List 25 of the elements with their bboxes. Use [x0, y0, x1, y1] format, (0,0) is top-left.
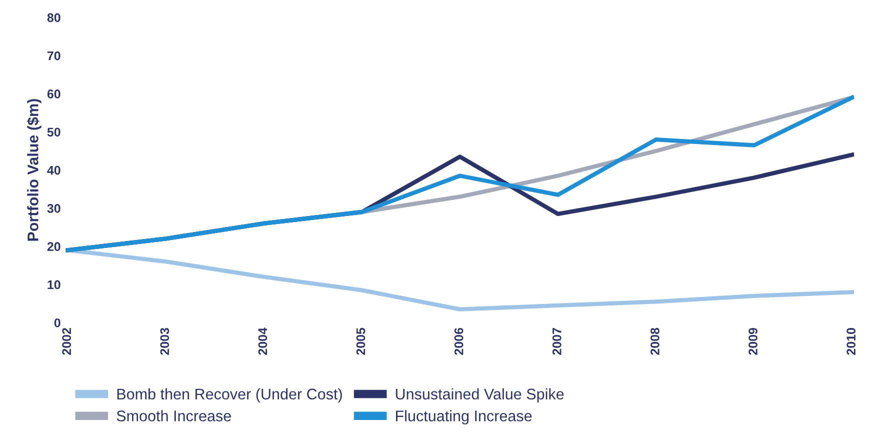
legend-label: Bomb then Recover (Under Cost) [117, 388, 342, 403]
line-series [66, 95, 854, 252]
y-tick-label: 70 [47, 51, 60, 60]
x-tick-label: 2007 [552, 328, 562, 355]
legend-label: Fluctuating Increase [396, 410, 532, 424]
x-tick-label: 2003 [160, 328, 170, 355]
y-tick-label: 80 [47, 13, 60, 22]
y-tick-label: 0 [54, 318, 60, 328]
y-tick-label: 60 [47, 90, 60, 98]
y-tick-label: 50 [47, 128, 60, 137]
y-tick-label: 20 [47, 242, 60, 251]
y-tick-label: 40 [47, 166, 60, 175]
x-tick-label: 2010 [846, 328, 856, 355]
line-series [66, 248, 854, 312]
y-axis-title: Portfolio Value ($m) [26, 99, 42, 241]
x-tick-label: 2004 [258, 328, 268, 355]
x-tick-label: 2005 [356, 328, 366, 355]
x-tick-label: 2009 [748, 328, 758, 355]
x-tick-label: 2002 [62, 328, 72, 355]
x-tick-label: 2008 [650, 328, 660, 355]
y-tick-label: 10 [48, 280, 60, 290]
legend-label: Smooth Increase [116, 410, 231, 422]
x-tick-label: 2006 [454, 328, 464, 355]
legend-label: Unsustained Value Spike [396, 388, 564, 403]
y-tick-label: 30 [47, 204, 60, 213]
